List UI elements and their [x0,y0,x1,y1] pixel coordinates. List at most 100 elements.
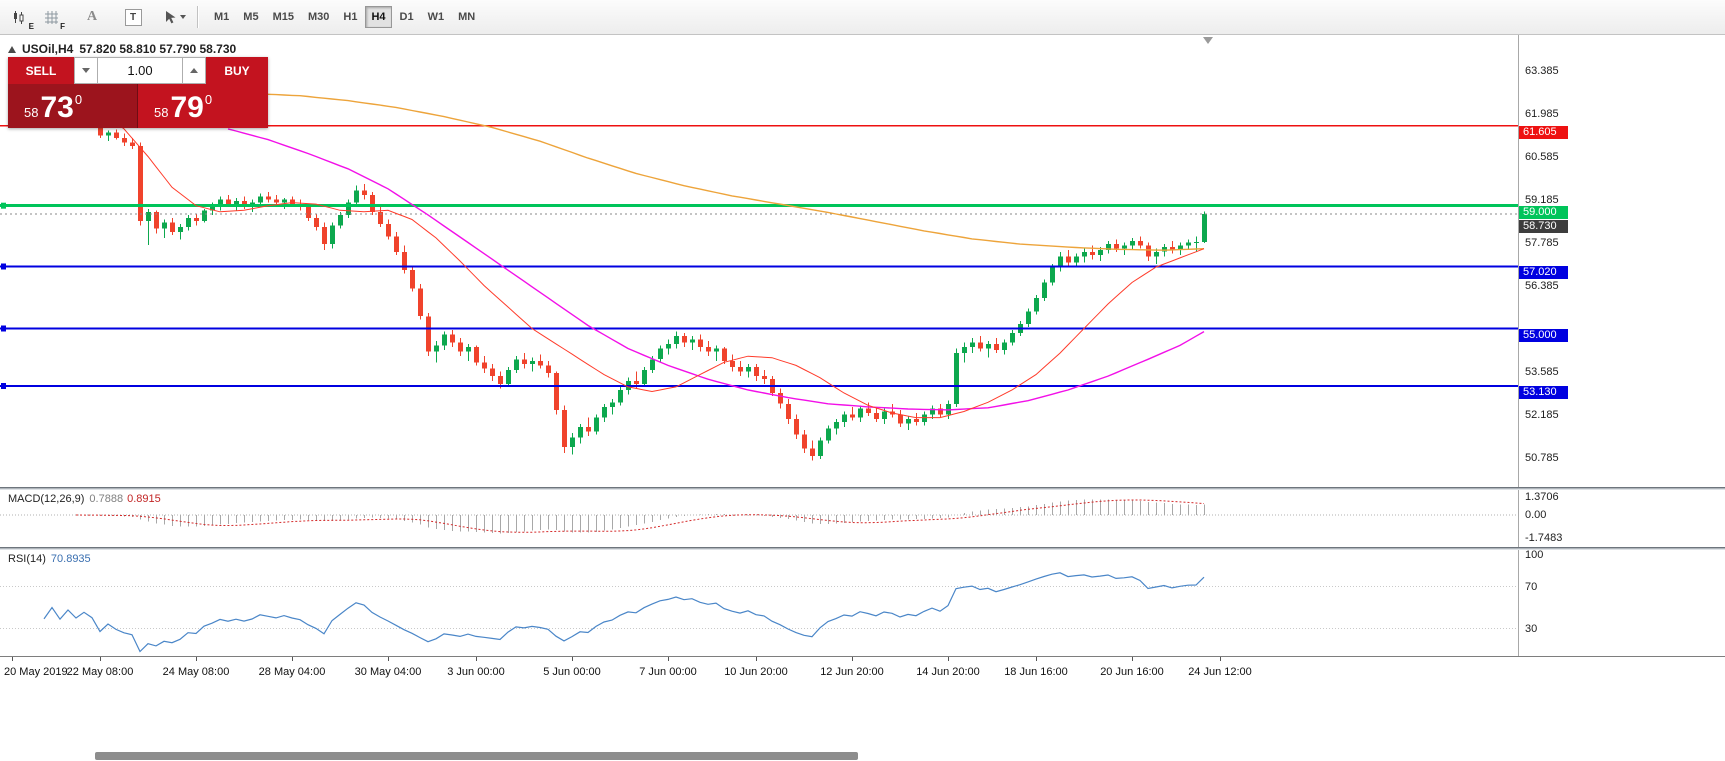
price-axis-label: 56.385 [1525,280,1559,292]
time-axis-tick [196,657,197,661]
rsi-header: RSI(14) 70.8935 [8,553,91,565]
label-icon[interactable]: T [121,5,145,29]
macd-chart-canvas[interactable] [0,490,1518,547]
price-axis-label: 59.185 [1525,194,1559,206]
time-axis-label: 7 Jun 00:00 [639,666,697,678]
timeframe-m1-button[interactable]: M1 [208,6,235,28]
macd-axis-label: -1.7483 [1525,532,1563,544]
one-click-trading-panel: SELL 1.00 BUY 58 73 0 58 79 0 [8,57,268,128]
price-tag: 61.605 [1519,126,1568,139]
time-axis[interactable]: 20 May 2019 22 May 08:00 24 May 08:00 28 Ma… [0,656,1725,690]
time-axis-label: 24 May 08:00 [162,666,230,678]
main-price-panel: USOil,H4 57.820 58.810 57.790 58.730 SEL… [0,37,1518,487]
time-axis-label: 22 May 08:00 [66,666,134,678]
dropdown-caret-icon [179,15,186,19]
timeframe-mn-button[interactable]: MN [452,6,481,28]
sell-price-small: 58 [24,105,39,120]
one-click-trading-toggle-icon[interactable] [8,45,16,53]
bottom-area [0,690,1725,761]
sell-price-button[interactable]: 58 73 0 [8,84,138,128]
buy-button[interactable]: BUY [206,57,268,84]
macd-label: MACD(12,26,9) [8,493,85,505]
volume-decrease-button[interactable] [74,57,98,84]
macd-signal-value: 0.8915 [127,493,161,505]
rsi-chart-canvas[interactable] [0,550,1518,656]
sell-button[interactable]: SELL [8,57,74,84]
icon-letter: E [28,22,34,31]
rsi-axis-label: 30 [1525,623,1538,635]
buy-price-button[interactable]: 58 79 0 [138,84,268,128]
price-axis-label: 61.985 [1525,108,1559,120]
cursor-tools-icon[interactable] [162,5,186,29]
price-tag: 55.000 [1519,329,1568,342]
macd-header: MACD(12,26,9) 0.7888 0.8915 [8,493,161,505]
timeframe-m15-button[interactable]: M15 [267,6,300,28]
price-tag: 57.020 [1519,266,1568,279]
time-axis-label: 14 Jun 20:00 [916,666,980,678]
timeframe-h1-button[interactable]: H1 [337,6,363,28]
panel-separator[interactable] [0,547,1725,550]
chart-header: USOil,H4 57.820 58.810 57.790 58.730 [8,42,236,56]
price-axis-label: 52.185 [1525,409,1559,421]
rsi-panel: RSI(14) 70.8935 [0,550,1518,656]
text-insert-icon[interactable]: A [80,5,104,29]
time-axis-tick [476,657,477,661]
timeframe-d1-button[interactable]: D1 [394,6,420,28]
time-axis-tick [852,657,853,661]
buy-price-sup: 0 [204,92,213,107]
icon-letter: A [86,9,98,24]
chart-mode-icon[interactable]: E [8,5,34,31]
ma-medium [227,128,1205,411]
macd-axis-label: 0.00 [1525,509,1547,521]
time-axis-tick [292,657,293,661]
panel-separator[interactable] [0,487,1725,490]
price-tag: 58.730 [1519,220,1568,233]
time-axis-tick [388,657,389,661]
ma-fast [99,110,1205,419]
icon-letter: T [124,8,142,26]
rsi-axis-label: 70 [1525,581,1538,593]
price-axis-label: 57.785 [1525,237,1559,249]
price-axis-label: 60.585 [1525,151,1559,163]
time-axis-label: 18 Jun 16:00 [1004,666,1068,678]
price-chart-canvas[interactable] [0,37,1518,487]
time-axis-label: 20 May 2019 [4,666,68,678]
macd-main-value: 0.7888 [89,493,124,505]
time-axis-tick [1132,657,1133,661]
price-axis[interactable]: 63.385 61.985 60.585 59.185 57.785 56.385 53.5… [1518,35,1725,761]
volume-increase-button[interactable] [182,57,206,84]
volume-input[interactable]: 1.00 [98,57,182,84]
caret-up-icon [190,68,198,73]
time-axis-label: 30 May 04:00 [354,666,422,678]
ma-slow [251,92,1205,251]
buy-price-small: 58 [154,105,169,120]
toolbar: E F A T M1 M5 M15 M30 H1 H4 D1 W1 MN [0,0,1725,35]
time-axis-label: 10 Jun 20:00 [724,666,788,678]
timeframe-h4-button[interactable]: H4 [365,6,392,28]
chart-shift-marker-icon[interactable] [1203,37,1213,44]
timeframe-w1-button[interactable]: W1 [422,6,451,28]
macd-panel: MACD(12,26,9) 0.7888 0.8915 [0,490,1518,547]
time-axis-label: 5 Jun 00:00 [543,666,601,678]
time-axis-label: 24 Jun 12:00 [1188,666,1252,678]
rsi-value: 70.8935 [50,553,91,565]
sell-price-sup: 0 [74,92,83,107]
price-axis-label: 63.385 [1525,65,1559,77]
timeframe-m5-button[interactable]: M5 [237,6,264,28]
chart-window: 63.385 61.985 60.585 59.185 57.785 56.385 53.5… [0,35,1725,761]
price-tag: 53.130 [1519,386,1568,399]
price-axis-label: 53.585 [1525,366,1559,378]
time-axis-tick [572,657,573,661]
timeframe-m30-button[interactable]: M30 [302,6,335,28]
time-axis-tick [756,657,757,661]
sell-price-big: 73 [40,91,74,124]
caret-down-icon [82,68,90,73]
buy-price-big: 79 [170,91,204,124]
time-axis-tick [948,657,949,661]
grid-icon[interactable]: F [39,5,65,31]
bottom-scrollbar[interactable] [95,752,858,760]
chart-title: USOil,H4 [22,42,74,56]
time-axis-tick [100,657,101,661]
rsi-label: RSI(14) [8,553,46,565]
time-axis-tick [1036,657,1037,661]
